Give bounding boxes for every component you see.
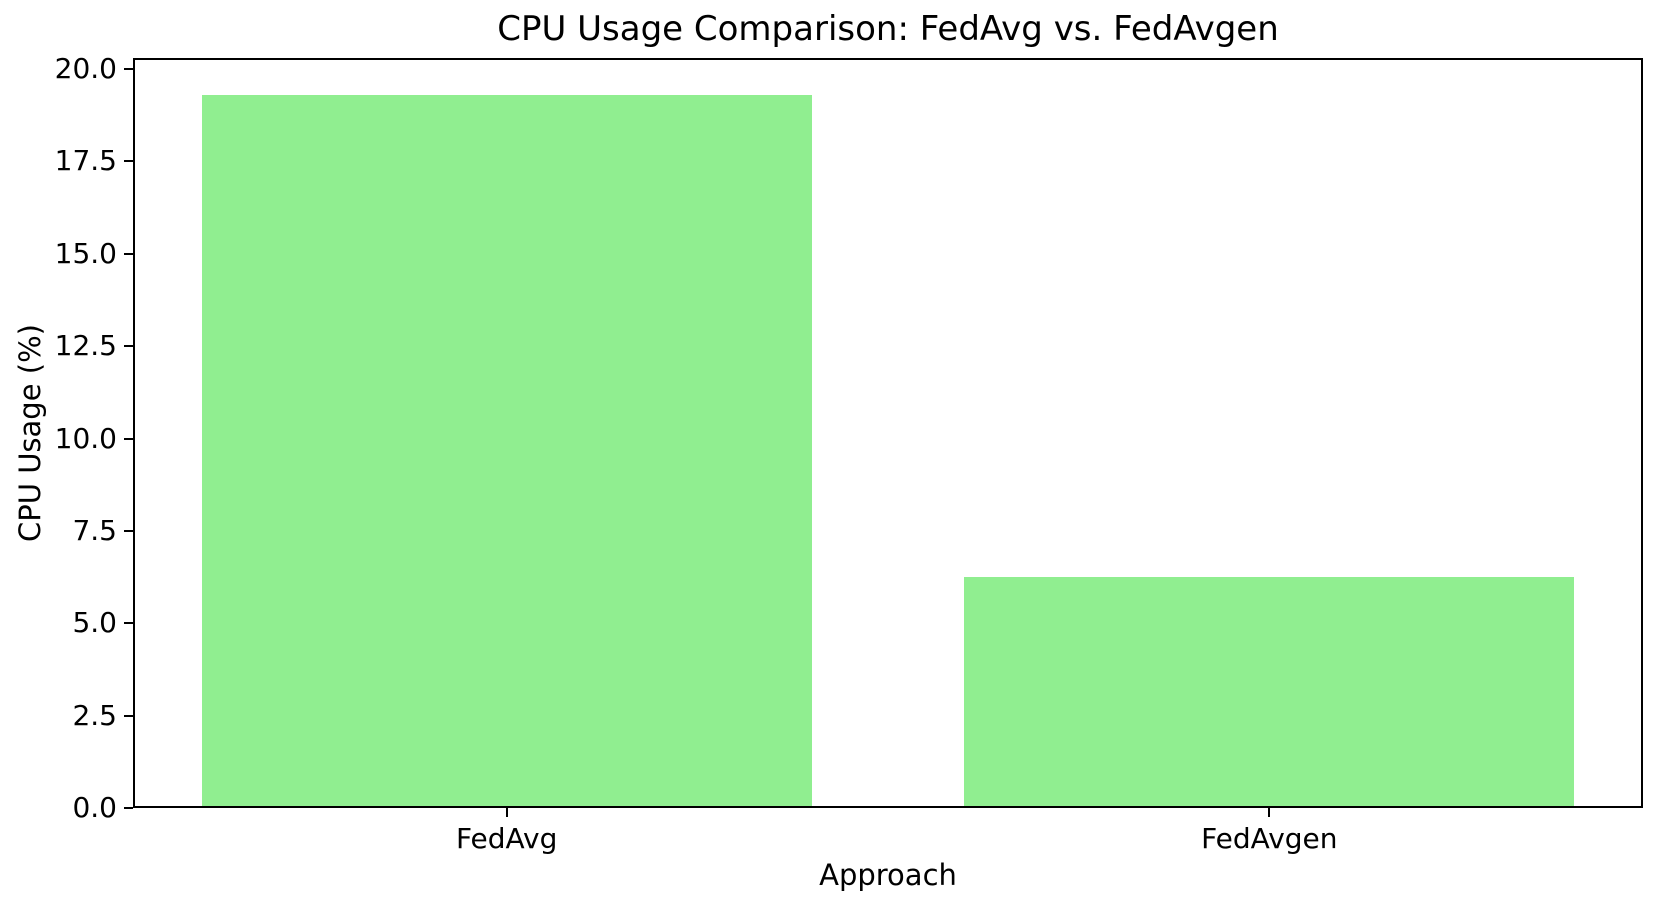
x-tick-mark — [505, 808, 508, 817]
x-tick-label: FedAvg — [455, 822, 558, 855]
top-spine — [133, 58, 1643, 60]
bar-fedavg — [201, 94, 812, 808]
y-tick-mark — [124, 714, 133, 717]
y-tick-mark — [124, 345, 133, 348]
y-tick-label: 20.0 — [54, 52, 117, 86]
bar-fedavgen — [964, 577, 1575, 808]
x-tick-mark — [1268, 808, 1271, 817]
y-tick-mark — [124, 252, 133, 255]
left-spine — [133, 58, 135, 808]
right-spine — [1641, 58, 1643, 808]
y-tick-mark — [124, 529, 133, 532]
y-tick-mark — [124, 807, 133, 809]
y-tick-mark — [124, 160, 133, 163]
x-axis-label: Approach — [819, 858, 957, 892]
y-tick-mark — [124, 68, 133, 71]
y-tick-mark — [124, 622, 133, 625]
y-tick-label: 15.0 — [54, 236, 117, 270]
chart-title: CPU Usage Comparison: FedAvg vs. FedAvge… — [497, 9, 1279, 49]
y-tick-label: 10.0 — [54, 421, 117, 455]
bottom-spine — [133, 806, 1643, 808]
y-tick-label: 17.5 — [54, 144, 117, 178]
y-tick-label: 5.0 — [72, 606, 117, 640]
y-tick-label: 7.5 — [72, 513, 117, 547]
x-tick-label: FedAvgen — [1201, 822, 1338, 855]
y-tick-label: 2.5 — [72, 698, 117, 732]
y-tick-label: 12.5 — [54, 329, 117, 363]
y-tick-label: 0.0 — [72, 791, 117, 824]
y-tick-mark — [124, 437, 133, 440]
